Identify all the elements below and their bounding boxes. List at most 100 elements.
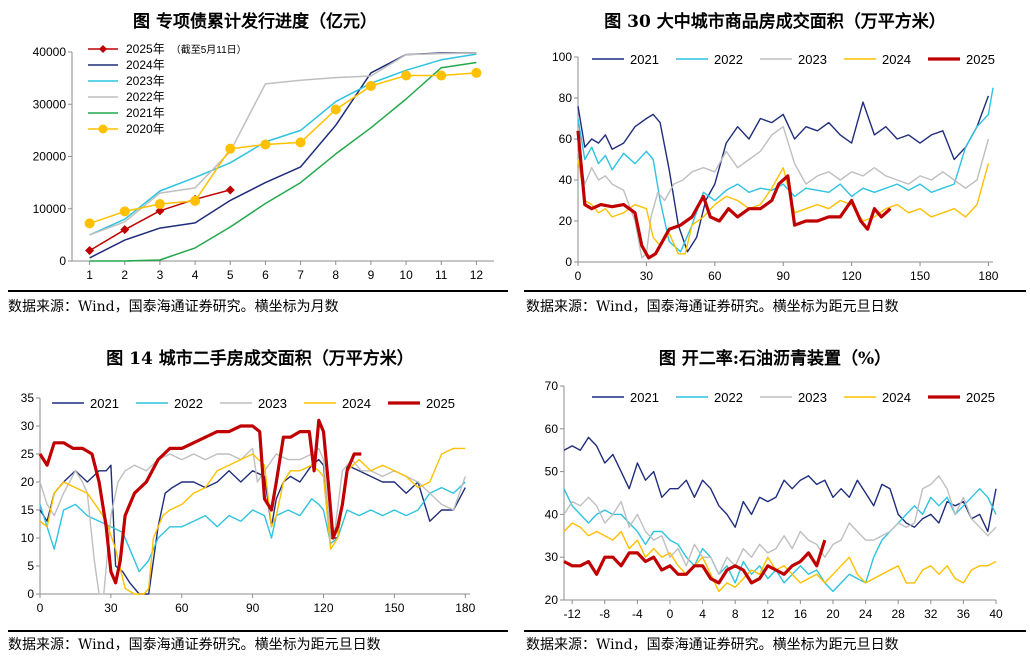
panel-title-second-hand-sales: 图 14 城市二手房成交面积（万平方米） <box>106 349 414 369</box>
x-tick-label: 0 <box>575 269 582 283</box>
source-note: 数据来源：Wind，国泰海通证券研究。横坐标为距元旦日数 <box>526 637 899 653</box>
x-tick-label: 5 <box>227 268 234 282</box>
x-tick-label: 9 <box>368 268 375 282</box>
panel-title-special-bond: 图 专项债累计发行进度（亿元） <box>133 12 377 32</box>
x-tick-label: 8 <box>332 268 339 282</box>
y-tick-label: 0 <box>27 587 34 601</box>
data-point-diamond <box>120 225 130 235</box>
x-tick-label: 1 <box>86 268 93 282</box>
x-tick-label: 30 <box>104 601 118 615</box>
x-tick-label: 120 <box>842 269 862 283</box>
y-tick-label: 15 <box>21 503 35 517</box>
legend-label: 2023 <box>798 390 827 405</box>
y-tick-label: 0 <box>565 255 572 269</box>
series-line <box>577 125 990 259</box>
series-line <box>39 458 466 595</box>
x-tick-label: 24 <box>859 607 873 621</box>
series-line <box>39 481 466 573</box>
data-point-circle <box>190 195 201 206</box>
source-divider <box>524 290 1026 292</box>
x-tick-label: -4 <box>632 607 643 621</box>
legend-label: 2021年 <box>126 106 165 120</box>
series-line <box>89 72 477 225</box>
y-tick-label: 60 <box>545 422 559 436</box>
y-tick-label: 35 <box>21 391 35 405</box>
legend-label: 2024 <box>882 52 911 67</box>
y-tick-label: 20 <box>559 214 573 228</box>
x-tick-label: 180 <box>978 269 998 283</box>
x-tick-label: 0 <box>37 601 44 615</box>
y-tick-label: 30 <box>21 419 35 433</box>
series-line <box>563 488 997 593</box>
data-point-diamond <box>225 185 235 195</box>
series-line <box>89 52 477 236</box>
series-line <box>89 189 231 252</box>
x-tick-label: 60 <box>175 601 189 615</box>
y-tick-label: 5 <box>27 559 34 573</box>
series-line <box>563 522 997 593</box>
x-tick-label: 60 <box>708 269 722 283</box>
x-tick-label: 11 <box>435 268 448 282</box>
data-point-circle <box>295 137 306 148</box>
x-tick-label: 36 <box>957 607 971 621</box>
source-divider <box>8 290 508 292</box>
legend-label: 2024 <box>342 396 371 411</box>
y-tick-label: 100 <box>552 50 572 64</box>
legend-label: 2024 <box>882 390 911 405</box>
source-divider <box>8 630 508 632</box>
x-tick-label: -12 <box>563 607 581 621</box>
data-point-circle <box>401 70 412 81</box>
legend-label: 2022 <box>714 52 743 67</box>
x-tick-label: 32 <box>924 607 938 621</box>
source-note: 数据来源：Wind，国泰海通证券研究。横坐标为距元旦日数 <box>526 299 899 315</box>
y-tick-label: 20 <box>545 593 559 607</box>
y-tick-label: 25 <box>21 447 35 461</box>
legend-label: 2025 <box>426 396 455 411</box>
x-tick-label: 28 <box>892 607 906 621</box>
legend-marker <box>98 124 108 134</box>
data-point-circle <box>436 70 447 81</box>
series-line <box>577 159 990 255</box>
x-tick-label: 180 <box>455 601 475 615</box>
x-tick-label: 90 <box>777 269 791 283</box>
x-tick-label: 40 <box>989 607 1003 621</box>
series-line <box>576 130 892 260</box>
y-tick-label: 30000 <box>33 97 67 111</box>
data-point-circle <box>84 218 95 229</box>
legend-label: 2022年 <box>126 90 165 104</box>
series-line <box>38 418 362 585</box>
x-tick-label: 8 <box>732 607 739 621</box>
legend-label: 2023 <box>258 396 287 411</box>
legend-label: 2023年 <box>126 74 165 88</box>
x-tick-label: 10 <box>399 268 413 282</box>
legend-label: 2025 <box>966 52 995 67</box>
data-point-diamond <box>85 246 95 256</box>
legend-label: 2025年 （截至5月11日） <box>126 42 247 56</box>
source-note: 数据来源：Wind，国泰海通证券研究。横坐标为距元旦日数 <box>8 637 381 653</box>
x-tick-label: 12 <box>470 268 484 282</box>
legend-label: 2023 <box>798 52 827 67</box>
data-point-circle <box>119 206 130 217</box>
series-line <box>39 447 466 595</box>
x-tick-label: 150 <box>384 601 404 615</box>
series-line <box>563 475 997 575</box>
data-point-circle <box>154 199 165 210</box>
series-line <box>563 436 997 533</box>
legend-label: 2021 <box>90 396 119 411</box>
y-tick-label: 40 <box>545 507 559 521</box>
legend-label: 2021 <box>630 390 659 405</box>
panel-title-new-home-sales: 图 30 大中城市商品房成交面积（万平方米） <box>604 12 946 32</box>
x-tick-label: 4 <box>192 268 199 282</box>
series-line <box>577 87 994 253</box>
data-point-circle <box>225 143 236 154</box>
legend-label: 2020年 <box>126 122 165 136</box>
panel-title-asphalt-utilization: 图 开二率:石油沥青装置（%） <box>658 349 892 369</box>
x-tick-label: 30 <box>640 269 654 283</box>
legend-label: 2022 <box>174 396 203 411</box>
y-tick-label: 10000 <box>33 202 67 216</box>
data-point-circle <box>260 139 271 150</box>
x-tick-label: 90 <box>246 601 260 615</box>
x-tick-label: 0 <box>667 607 674 621</box>
